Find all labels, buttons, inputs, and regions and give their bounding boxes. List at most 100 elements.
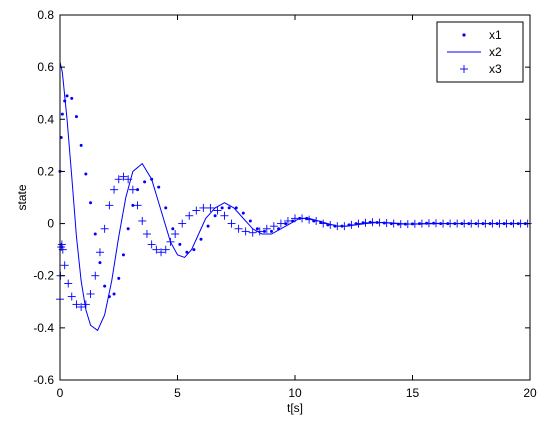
x3-point [185, 211, 194, 220]
x3-point [152, 245, 161, 254]
x1-point [255, 227, 259, 231]
legend-marker-x3 [460, 65, 468, 73]
x1-point [262, 229, 266, 233]
x3-point [206, 203, 215, 212]
x3-point [128, 185, 137, 194]
x3-point [192, 206, 201, 215]
x3-point [340, 222, 349, 231]
x3-point [161, 245, 170, 254]
x3-point [446, 219, 455, 228]
y-tick-label: 0 [47, 217, 54, 231]
x3-point [213, 206, 222, 215]
x3-point [481, 219, 490, 228]
x3-point [220, 211, 229, 220]
x1-point [248, 219, 252, 223]
x-tick-label: 5 [174, 386, 181, 400]
legend: x1 x2 x3 [436, 21, 524, 83]
legend-label-x1: x1 [489, 28, 502, 42]
x1-point [171, 227, 175, 231]
x3-point [495, 219, 504, 228]
x3-point [326, 220, 335, 229]
x1-point [93, 232, 97, 236]
x3-point [241, 227, 250, 236]
x-tick-label: 15 [406, 386, 420, 400]
x3-point [312, 216, 321, 225]
x3-point [291, 214, 299, 223]
x3-point [199, 203, 208, 212]
x3-point [424, 219, 433, 228]
x-tick-label: 20 [523, 386, 537, 400]
series-layer [56, 61, 532, 332]
x3-point [396, 220, 405, 229]
x3-point [516, 219, 525, 228]
x3-point [305, 215, 314, 224]
x1-point [234, 206, 238, 210]
x3-point [147, 240, 156, 249]
x3-point [138, 216, 147, 225]
x3-point [410, 219, 419, 228]
x3-point [248, 228, 257, 237]
x3-point [276, 219, 285, 228]
x3-point [283, 216, 292, 225]
x1-point [143, 180, 147, 184]
x1-point [241, 211, 245, 215]
x3-point [269, 222, 278, 231]
series-x3 [56, 172, 532, 311]
legend-marker-x1 [462, 33, 466, 37]
x1-point [284, 222, 288, 226]
x3-point [157, 248, 166, 257]
x3-point [67, 292, 76, 301]
x3-point [171, 230, 180, 238]
x1-point [220, 206, 224, 210]
y-tick-label: 0.2 [37, 164, 54, 178]
y-tick-label: -0.4 [33, 321, 54, 335]
x3-point [319, 219, 328, 228]
x1-point [164, 206, 168, 210]
x1-point [213, 214, 217, 218]
x1-point [103, 284, 107, 288]
x1-point [185, 250, 189, 254]
x3-point [255, 227, 264, 236]
x1-point [70, 96, 74, 100]
x3-point [333, 222, 342, 231]
x3-point [474, 219, 483, 228]
x3-point [467, 219, 476, 228]
x3-point [178, 219, 187, 228]
x1-point [84, 172, 88, 176]
x3-point [509, 219, 518, 228]
x3-point [375, 218, 384, 227]
x3-point [502, 219, 511, 228]
x3-point [133, 201, 142, 210]
x1-point [270, 229, 273, 233]
x3-point [81, 300, 90, 309]
x3-point [114, 175, 123, 184]
x1-point [192, 248, 196, 252]
x3-point [57, 240, 66, 249]
x1-point [89, 201, 93, 205]
legend-markers [447, 33, 481, 73]
x1-point [131, 203, 135, 207]
y-tick-label: -0.6 [33, 373, 54, 387]
x1-point [126, 227, 130, 231]
x3-point [354, 219, 363, 228]
x3-point [453, 219, 462, 228]
x3-point [347, 220, 356, 229]
y-tick-label: 0.8 [37, 8, 54, 22]
x3-point [262, 224, 271, 233]
x3-point [60, 261, 69, 270]
x3-point [439, 219, 448, 228]
x3-point [488, 219, 497, 228]
legend-label-x3: x3 [489, 62, 502, 76]
x3-point [389, 219, 398, 228]
x3-point [124, 175, 133, 184]
y-tick-label: -0.2 [33, 269, 54, 283]
x3-point [368, 218, 377, 227]
x3-point [95, 248, 104, 257]
x1-point [74, 115, 78, 119]
legend-label-x2: x2 [489, 45, 502, 59]
x3-point [432, 219, 440, 228]
x1-point [98, 261, 102, 265]
x3-point [460, 219, 469, 228]
x3-point [166, 237, 175, 246]
